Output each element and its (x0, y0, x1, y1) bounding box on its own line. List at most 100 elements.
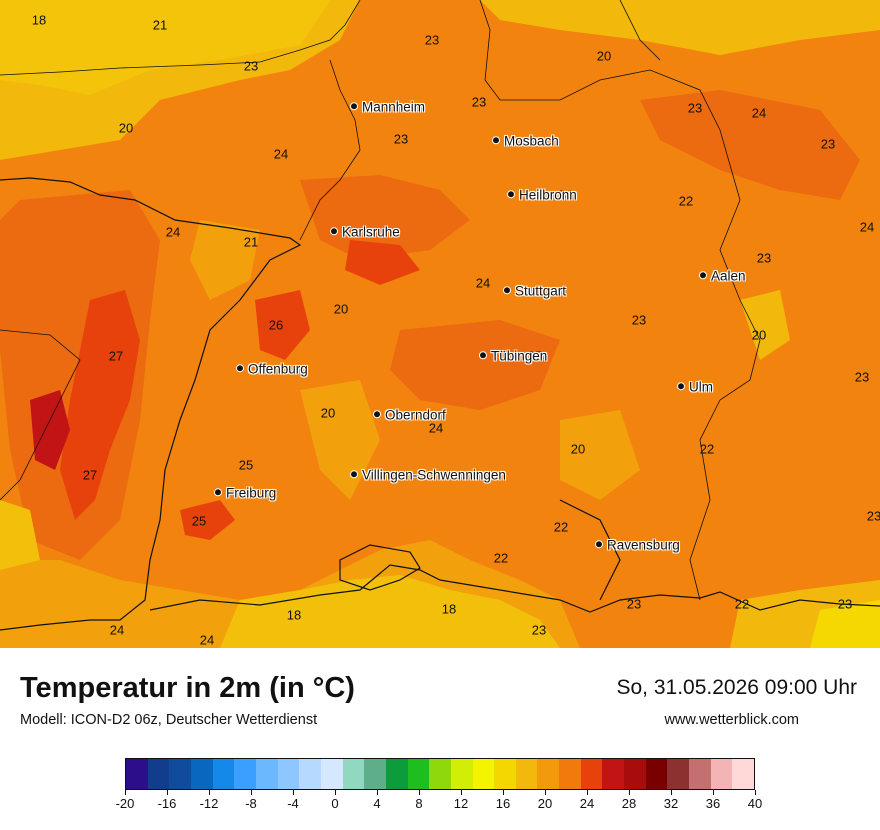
city-marker[interactable]: Karlsruhe (330, 225, 400, 239)
warm-zone-freiburg (180, 500, 235, 540)
temperature-value-label: 20 (596, 48, 612, 64)
border-state-north (0, 0, 361, 76)
map-title: Temperatur in 2m (in °C) (20, 672, 355, 704)
legend-swatch (645, 759, 668, 789)
temperature-value-label: 18 (286, 607, 302, 623)
state-borders (0, 0, 761, 601)
city-dot-icon (350, 470, 358, 479)
website-link[interactable]: www.wetterblick.com (664, 712, 799, 728)
city-dot-icon (492, 136, 500, 145)
city-marker[interactable]: Stuttgart (503, 284, 566, 298)
model-info: Modell: ICON-D2 06z, Deutscher Wetterdie… (20, 712, 318, 728)
city-marker[interactable]: Villingen-Schwenningen (350, 468, 506, 482)
temperature-value-label: 25 (527, 348, 543, 364)
temperature-value-label: 22 (678, 193, 694, 209)
temperature-value-label: 25 (191, 513, 207, 529)
legend-tick-label: 32 (663, 796, 679, 811)
city-marker[interactable]: Heilbronn (507, 188, 577, 202)
temperature-value-label: 23 (393, 131, 409, 147)
city-marker[interactable]: Mosbach (492, 134, 559, 148)
city-name: Villingen-Schwenningen (362, 467, 506, 483)
legend-tick-mark (377, 790, 378, 795)
city-marker[interactable]: Offenburg (236, 362, 308, 376)
city-name: Offenburg (248, 361, 308, 377)
city-marker[interactable]: Ravensburg (595, 538, 680, 552)
cool-zone-bodensee (220, 575, 560, 648)
temperature-value-label: 22 (553, 519, 569, 535)
temperature-value-label: 23 (687, 100, 703, 116)
legend-swatch (472, 759, 495, 789)
city-marker[interactable]: Oberndorf (373, 408, 446, 422)
temperature-value-label: 20 (320, 405, 336, 421)
legend-tick-mark (671, 790, 672, 795)
legend-swatch (126, 759, 148, 789)
legend-tick-label: 16 (495, 796, 511, 811)
temperature-value-label: 24 (199, 632, 215, 648)
warm-zone-kraichgau (300, 175, 470, 260)
legend-swatch (429, 759, 451, 789)
temperature-value-label: 23 (471, 94, 487, 110)
warm-zone-tuebingen (390, 320, 560, 410)
city-marker[interactable]: Aalen (699, 269, 746, 283)
legend-tick-label: 40 (747, 796, 763, 811)
map-footer: Temperatur in 2m (in °C) Modell: ICON-D2… (0, 648, 880, 830)
legend-tick-mark (503, 790, 504, 795)
border-france (0, 177, 302, 631)
temperature-value-label: 23 (866, 508, 880, 524)
temperature-value-label: 23 (854, 369, 870, 385)
cool-zone-ostalb (740, 290, 790, 360)
city-marker[interactable]: Ulm (677, 380, 713, 394)
warm-zone-rhine-north (345, 240, 420, 285)
city-name: Ravensburg (607, 537, 680, 553)
city-dot-icon (677, 382, 685, 391)
city-name: Tübingen (491, 348, 548, 364)
legend-tick-label: 20 (537, 796, 553, 811)
temperature-value-label: 24 (859, 219, 875, 235)
legend-swatch (624, 759, 646, 789)
legend-swatch (277, 759, 300, 789)
city-marker[interactable]: Freiburg (214, 486, 276, 500)
city-name: Mosbach (504, 133, 559, 149)
forecast-datetime: So, 31.05.2026 09:00 Uhr (616, 676, 857, 699)
legend-swatch (559, 759, 581, 789)
temperature-value-label: 24 (751, 105, 767, 121)
legend-swatch (450, 759, 473, 789)
legend-tick-mark (461, 790, 462, 795)
legend-swatch (212, 759, 235, 789)
temperature-value-label: 18 (441, 601, 457, 617)
city-name: Stuttgart (515, 283, 567, 299)
city-marker[interactable]: Mannheim (350, 100, 425, 114)
temperature-map[interactable]: 18 21 23 23 20 23 23 24 20 23 23 24 24 22 24 24 21 23 24 20… (0, 0, 880, 648)
legend-swatch (602, 759, 625, 789)
cool-zone-corner (0, 0, 330, 95)
temperature-value-label: 21 (152, 17, 168, 33)
temperature-value-label: 23 (631, 312, 647, 328)
temperature-field (0, 0, 880, 648)
legend-swatch (407, 759, 430, 789)
temperature-value-label: 27 (82, 467, 98, 483)
city-name: Freiburg (226, 485, 277, 501)
temperature-value-label: 20 (570, 441, 586, 457)
cool-zone-north (480, 0, 880, 55)
city-name: Ulm (689, 379, 713, 395)
legend-tick-label: 28 (621, 796, 637, 811)
border-lake-shore (559, 499, 621, 601)
temperature-value-label: 25 (238, 457, 254, 473)
legend-swatch (710, 759, 733, 789)
temperature-value-label: 24 (557, 187, 573, 203)
temperature-value-label: 23 (837, 596, 853, 612)
city-dot-icon (350, 102, 358, 111)
legend-tick-mark (713, 790, 714, 795)
city-marker[interactable]: Tübingen (479, 349, 547, 363)
warm-zone-north-east (640, 90, 860, 200)
legend-swatch (515, 759, 538, 789)
color-legend (125, 758, 755, 790)
legend-tick-label: -4 (287, 796, 299, 811)
legend-swatch (234, 759, 256, 789)
city-name: Aalen (711, 268, 746, 284)
legend-swatch (190, 759, 213, 789)
legend-swatch (580, 759, 603, 789)
border-alsace (0, 329, 81, 501)
city-dot-icon (503, 286, 511, 295)
legend-swatch (689, 759, 711, 789)
